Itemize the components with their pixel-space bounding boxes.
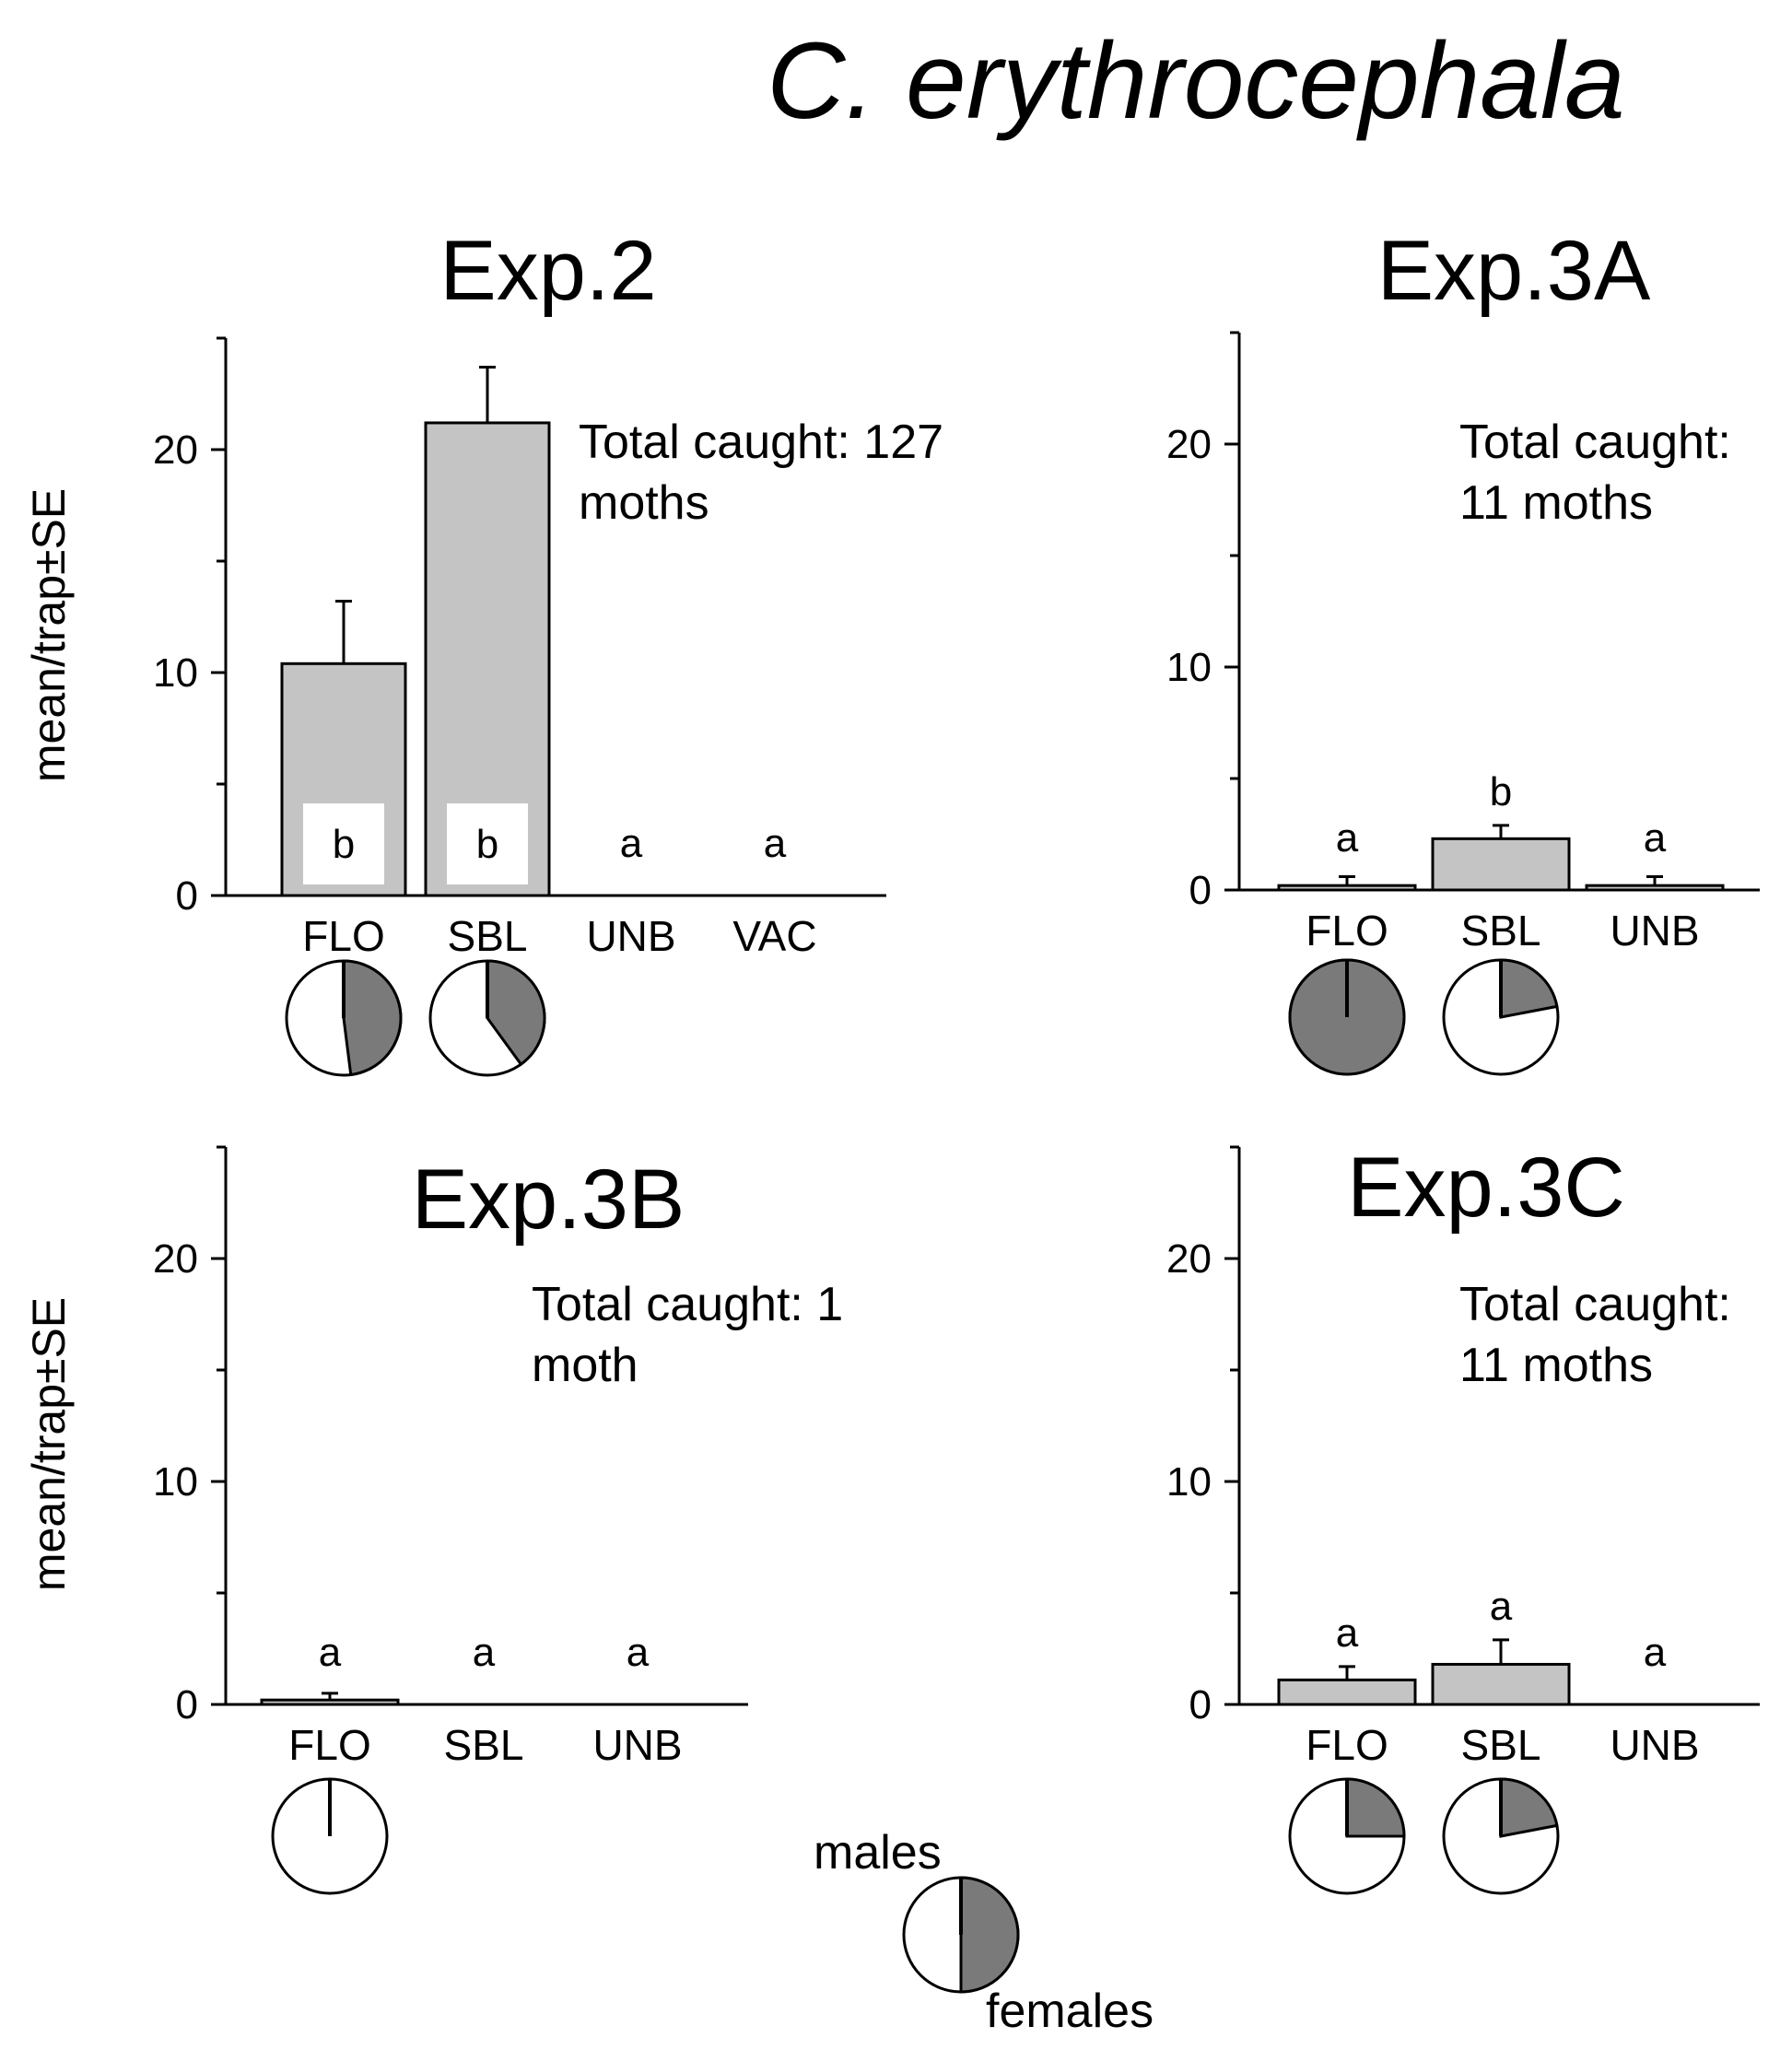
y-tick-label: 0 (1189, 1682, 1212, 1727)
pie-females-slice (1345, 1777, 1406, 1838)
y-tick-label: 0 (1189, 868, 1212, 913)
legend-females-label: females (986, 1985, 1154, 2038)
significance-letter: a (1644, 815, 1667, 861)
category-label: UNB (1610, 1721, 1699, 1769)
sex-ratio-pie-flo (271, 1777, 389, 1895)
sex-ratio-pie-flo (1288, 958, 1406, 1076)
total-caught-note: Total caught: (1459, 1278, 1731, 1331)
bar-flo (1277, 884, 1417, 892)
sex-ratio-pie-sbl (1442, 1777, 1560, 1895)
bar-flo (1277, 1678, 1417, 1706)
significance-letter: b (476, 822, 498, 867)
sex-ratio-pie-flo (1288, 1777, 1406, 1895)
category-label: SBL (1461, 907, 1541, 954)
figure-title: C. erythrocephala (767, 20, 1624, 142)
y-tick-label: 0 (176, 873, 198, 919)
category-label: UNB (1610, 907, 1699, 954)
category-label: UNB (586, 912, 675, 960)
panel-title: Exp.2 (439, 224, 656, 318)
y-tick-label: 20 (1166, 1236, 1212, 1282)
y-tick-label: 0 (176, 1682, 198, 1727)
y-tick-label: 20 (1166, 422, 1212, 467)
panel-title: Exp.3B (412, 1153, 685, 1247)
total-caught-note: moths (579, 476, 709, 530)
y-tick-label: 10 (153, 1459, 198, 1505)
significance-letter: b (333, 822, 355, 867)
total-caught-note: Total caught: 1 (532, 1278, 843, 1331)
category-label: FLO (1306, 1721, 1388, 1769)
y-axis-label: mean/trap±SE (23, 488, 75, 782)
sex-ratio-pie-sbl (428, 959, 546, 1077)
panel-exp-2: Exp.2 0 10 20 mean/trap±SE Total caught: 127 m… (23, 224, 943, 1077)
panel-exp-3c: Exp.3C 0 10 20 Total caught: 11 moths a FLO a SBL… (1166, 1141, 1760, 1895)
total-caught-note: 11 moths (1459, 476, 1653, 530)
total-caught-note: Total caught: (1459, 416, 1731, 469)
pie-females-slice (1499, 958, 1559, 1019)
panel-title: Exp.3C (1347, 1141, 1625, 1235)
pie-females-slice (486, 959, 546, 1067)
y-tick-label: 10 (1166, 645, 1212, 690)
y-tick-label: 20 (153, 427, 198, 473)
significance-letter: a (319, 1630, 342, 1675)
panel-title: Exp.3A (1377, 224, 1651, 318)
category-label: SBL (1461, 1721, 1541, 1769)
category-label: UNB (592, 1721, 682, 1769)
panel-exp-3b: Exp.3B 0 10 20 mean/trap±SE Total caught: 1 mo… (23, 1145, 843, 1895)
letter-background (303, 803, 384, 884)
category-label: SBL (448, 912, 528, 960)
significance-letter: a (627, 1630, 650, 1675)
sex-ratio-pie-sbl (1442, 958, 1560, 1076)
legend-pie (902, 1876, 1020, 1994)
significance-letter: a (1644, 1630, 1667, 1675)
significance-letter: a (1336, 1610, 1359, 1656)
sex-ratio-legend: males females (814, 1826, 1154, 2038)
significance-letter: a (473, 1630, 496, 1675)
legend-males-label: males (814, 1826, 942, 1879)
bar-unb (1585, 884, 1725, 892)
significance-letter: b (1490, 769, 1512, 814)
total-caught-note: Total caught: 127 (579, 416, 943, 469)
total-caught-note: moth (532, 1339, 638, 1392)
sex-ratio-pie-flo (285, 959, 403, 1077)
pie-females-slice (342, 959, 403, 1077)
y-tick-label: 20 (153, 1236, 198, 1282)
category-label: FLO (288, 1721, 370, 1769)
total-caught-note: 11 moths (1459, 1339, 1653, 1392)
significance-letter: a (764, 821, 787, 866)
significance-letter: a (1490, 1584, 1513, 1629)
letter-background (447, 803, 528, 884)
y-axis-label: mean/trap±SE (23, 1297, 75, 1591)
pie-females-slice (959, 1876, 1020, 1994)
y-tick-label: 10 (153, 650, 198, 696)
y-tick-label: 10 (1166, 1459, 1212, 1505)
panel-exp-3a: Exp.3A 0 10 20 Total caught: 11 moths a FLO b SBL… (1166, 224, 1760, 1076)
bar-flo (260, 1698, 400, 1706)
bar-sbl (1431, 837, 1571, 892)
category-label: SBL (444, 1721, 524, 1769)
pie-females-slice (1499, 1777, 1559, 1838)
significance-letter: a (620, 821, 643, 866)
panels: Exp.2 0 10 20 mean/trap±SE Total caught: 127 m… (23, 224, 1760, 1895)
bar-sbl (1431, 1662, 1571, 1706)
significance-letter: a (1336, 815, 1359, 861)
category-label: VAC (732, 912, 816, 960)
category-label: FLO (1306, 907, 1388, 954)
category-label: FLO (302, 912, 384, 960)
